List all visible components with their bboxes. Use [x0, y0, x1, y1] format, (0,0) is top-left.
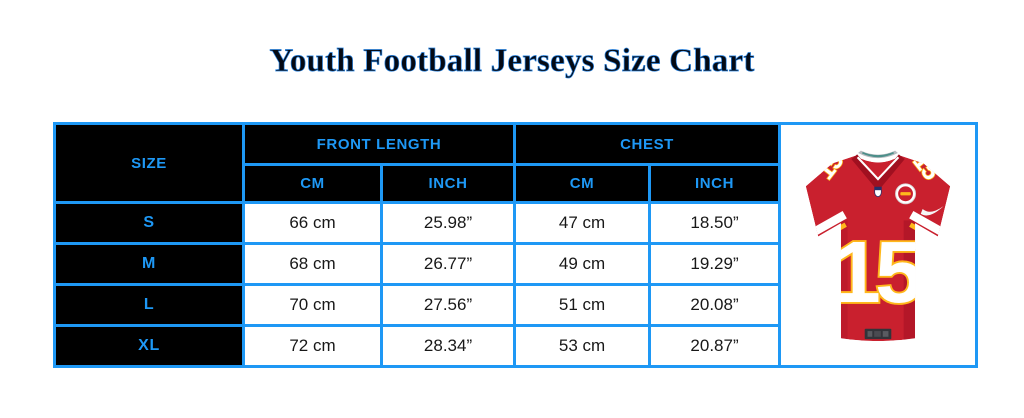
page-title: Youth Football Jerseys Size Chart [269, 43, 755, 80]
neck-tape-stripe [861, 152, 895, 158]
subheader-chest-inch: INCH [648, 163, 782, 204]
chest-inch: 20.08” [648, 283, 782, 327]
side-mesh-shade-left [840, 220, 848, 341]
front-length-inch: 28.34” [379, 324, 517, 368]
chest-cm: 49 cm [513, 242, 652, 286]
back-neck-tape [858, 150, 898, 159]
size-label: L [53, 283, 245, 327]
size-chart-table: SIZE FRONT LENGTH CHEST [53, 122, 979, 368]
chest-cm: 53 cm [513, 324, 652, 368]
size-label: XL [53, 324, 245, 368]
front-length-inch: 25.98” [379, 201, 517, 245]
jersey-product-image: 15 15 15 [778, 122, 979, 368]
chest-inch: 18.50” [648, 201, 782, 245]
table-row-l: L 70 cm 27.56” 51 cm 20.08” [53, 283, 977, 327]
chest-inch: 20.87” [648, 324, 782, 368]
chest-inch: 19.29” [648, 242, 782, 286]
jock-tag [864, 328, 892, 340]
front-length-cm: 70 cm [242, 283, 383, 327]
side-mesh-shade [903, 220, 916, 341]
header-front-length: FRONT LENGTH [241, 122, 517, 166]
nfl-shield-icon [874, 186, 882, 198]
front-length-cm: 68 cm [242, 242, 383, 286]
size-label: M [53, 242, 245, 286]
table-row-xl: XL 72 cm 28.34” 53 cm 20.87” [53, 324, 977, 368]
football-jersey-image: 15 15 15 [805, 150, 951, 342]
subheader-front-cm: CM [242, 163, 383, 204]
chest-cm: 47 cm [513, 201, 652, 245]
header-chest: CHEST [513, 122, 782, 166]
front-length-cm: 66 cm [242, 201, 383, 245]
team-patch-icon [895, 183, 917, 205]
table-row-s: S 66 cm 25.98” 47 cm 18.50” [53, 201, 977, 245]
front-length-cm: 72 cm [242, 324, 383, 368]
table-row-m: M 68 cm 26.77” 49 cm 19.29” [53, 242, 977, 286]
subheader-chest-cm: CM [513, 163, 652, 204]
subheader-front-inch: INCH [379, 163, 517, 204]
jersey-number: 15 [832, 223, 922, 321]
nike-swoosh-icon [920, 206, 944, 216]
size-label: S [53, 201, 245, 245]
chest-cm: 51 cm [513, 283, 652, 327]
front-length-inch: 27.56” [379, 283, 517, 327]
v-neck-collar [851, 154, 905, 190]
header-size: SIZE [53, 122, 245, 204]
front-length-inch: 26.77” [379, 242, 517, 286]
